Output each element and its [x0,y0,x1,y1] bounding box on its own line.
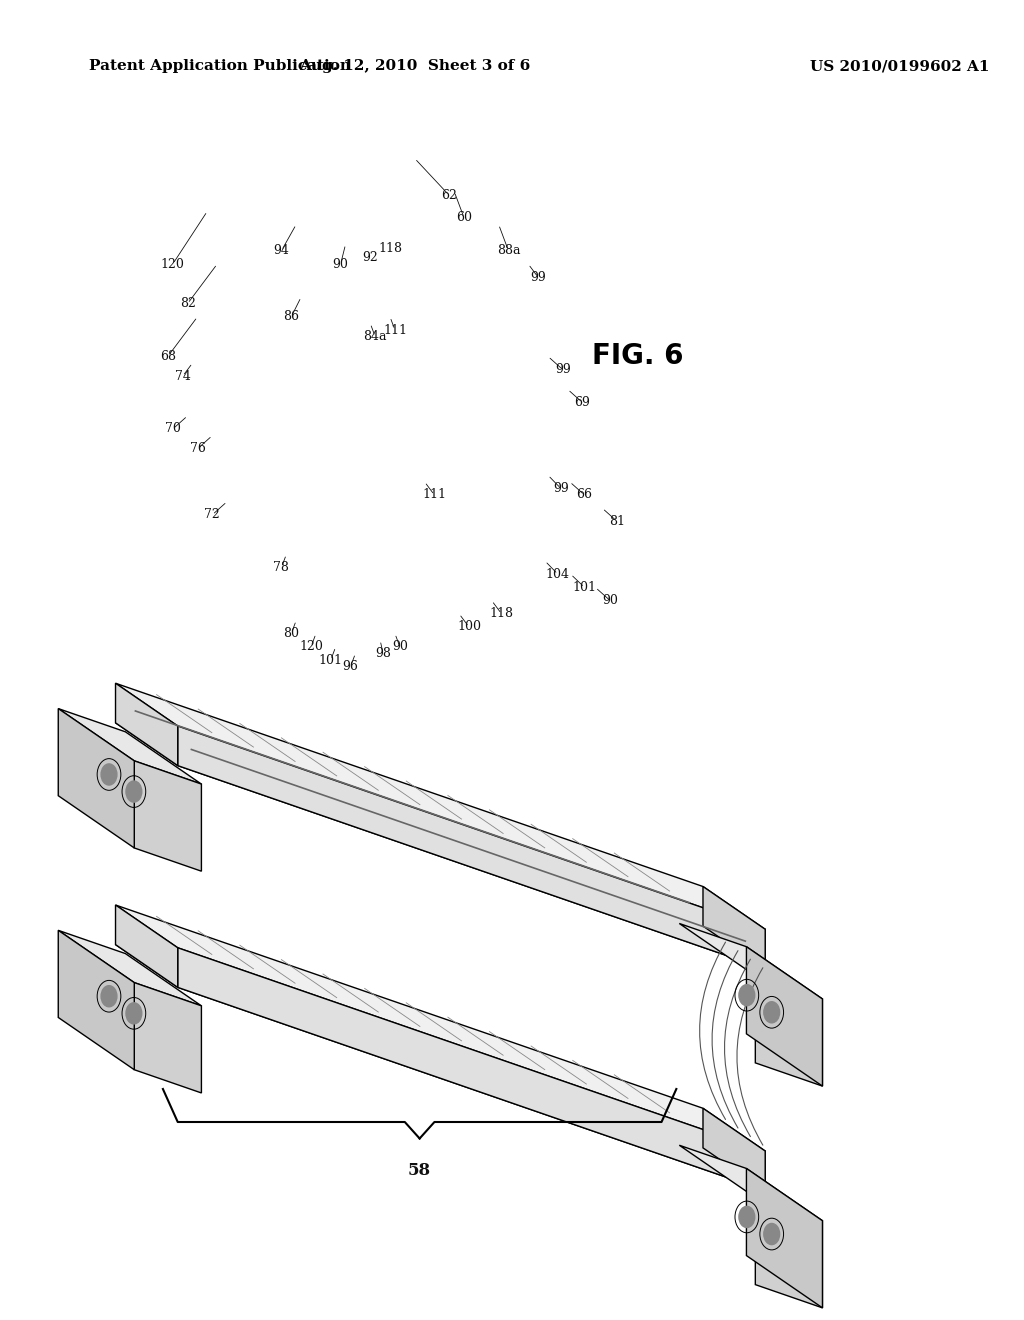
Circle shape [764,1002,779,1023]
Text: 100: 100 [457,620,481,634]
Circle shape [764,1224,779,1245]
Text: 90: 90 [602,594,618,607]
Circle shape [739,985,755,1006]
Text: 111: 111 [383,323,407,337]
Text: Patent Application Publication: Patent Application Publication [89,59,351,74]
Polygon shape [134,760,202,871]
Polygon shape [116,684,765,929]
Text: Aug. 12, 2010  Sheet 3 of 6: Aug. 12, 2010 Sheet 3 of 6 [299,59,530,74]
Polygon shape [679,1146,822,1221]
Polygon shape [134,982,202,1093]
Text: 60: 60 [456,211,472,224]
Text: 99: 99 [553,482,568,495]
Text: 80: 80 [284,627,299,640]
Polygon shape [116,723,765,969]
Text: 81: 81 [609,515,625,528]
Circle shape [101,764,117,785]
Text: 70: 70 [165,422,180,436]
Polygon shape [58,931,202,1006]
Text: 98: 98 [375,647,391,660]
Polygon shape [756,1197,822,1308]
Polygon shape [178,948,765,1191]
Text: 92: 92 [362,251,378,264]
Text: 82: 82 [179,297,196,310]
Text: 84a: 84a [364,330,387,343]
Polygon shape [58,709,202,784]
Text: 58: 58 [408,1162,431,1179]
Polygon shape [116,684,178,766]
Polygon shape [679,924,822,999]
Text: 120: 120 [161,257,184,271]
Text: 66: 66 [577,488,593,502]
Text: 62: 62 [441,189,457,202]
Circle shape [126,1003,141,1024]
Text: 72: 72 [205,508,220,521]
Text: 68: 68 [160,350,176,363]
Text: US 2010/0199602 A1: US 2010/0199602 A1 [810,59,989,74]
Text: 74: 74 [175,370,190,383]
Polygon shape [703,887,765,969]
Text: 90: 90 [392,640,408,653]
Polygon shape [116,906,765,1151]
Polygon shape [756,975,822,1086]
Polygon shape [746,946,822,1086]
Text: 101: 101 [572,581,597,594]
Text: 96: 96 [343,660,358,673]
Polygon shape [116,906,178,987]
Text: 111: 111 [423,488,446,502]
Text: 90: 90 [333,257,348,271]
Polygon shape [116,945,765,1191]
Circle shape [739,1206,755,1228]
Polygon shape [58,709,134,847]
Polygon shape [178,726,765,969]
Text: 86: 86 [284,310,299,323]
Text: 104: 104 [546,568,569,581]
Polygon shape [58,931,134,1069]
Circle shape [126,781,141,803]
Polygon shape [746,1168,822,1308]
Text: 118: 118 [489,607,514,620]
Text: 99: 99 [530,271,546,284]
Text: 120: 120 [299,640,323,653]
Text: 101: 101 [318,653,343,667]
Text: 118: 118 [378,242,402,255]
Circle shape [101,986,117,1007]
Text: 78: 78 [273,561,290,574]
Text: 76: 76 [189,442,206,455]
Text: 69: 69 [574,396,591,409]
Text: 88a: 88a [497,244,520,257]
Text: 94: 94 [273,244,290,257]
Polygon shape [703,1109,765,1191]
Text: FIG. 6: FIG. 6 [593,342,684,371]
Text: 99: 99 [555,363,570,376]
